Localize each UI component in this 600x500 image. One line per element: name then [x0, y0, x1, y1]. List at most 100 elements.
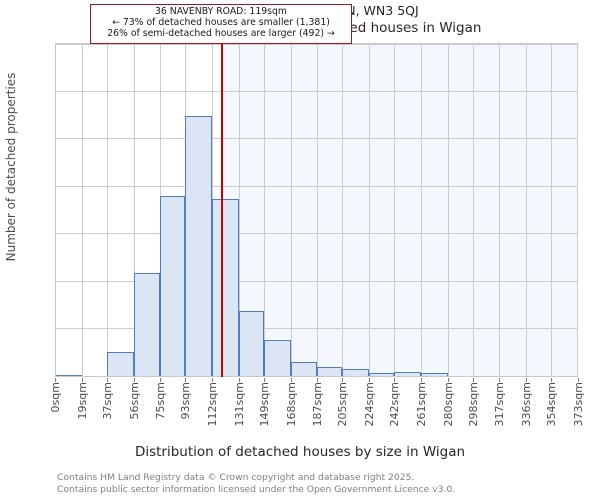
gridline-x-354	[551, 44, 553, 377]
x-tick-mark	[317, 378, 319, 382]
gridline-y-100	[55, 328, 578, 330]
x-tick-label-wrap: 56sqm	[128, 382, 141, 419]
x-tick-label-wrap: 112sqm	[206, 382, 219, 426]
gridline-y-200	[55, 280, 578, 282]
histogram-bar	[160, 195, 186, 377]
x-tick-label-wrap: 373sqm	[572, 382, 585, 426]
histogram-bar	[499, 375, 527, 377]
property-marker-line	[221, 44, 223, 377]
gridline-x-280	[447, 44, 449, 377]
gridline-x-298	[472, 44, 474, 377]
footer-attribution-line-2: Contains public sector information licen…	[57, 484, 456, 495]
x-tick-label-149sqm: 149sqm	[257, 382, 271, 427]
y-axis-label: Number of detached properties	[4, 72, 18, 262]
x-tick-label-wrap: 0sqm	[49, 382, 62, 412]
x-tick-mark	[160, 378, 162, 382]
x-tick-mark	[472, 378, 474, 382]
x-tick-label-wrap: 187sqm	[311, 382, 324, 426]
gridline-x-224	[369, 44, 371, 377]
gridline-x-149	[263, 44, 265, 377]
histogram-bar	[133, 273, 161, 377]
x-tick-label-336sqm: 336sqm	[520, 382, 534, 427]
x-tick-label-187sqm: 187sqm	[311, 382, 325, 427]
x-tick-mark	[133, 378, 135, 382]
x-tick-label-wrap: 317sqm	[493, 382, 506, 426]
x-tick-label-242sqm: 242sqm	[388, 382, 402, 427]
x-tick-label-131sqm: 131sqm	[232, 382, 246, 427]
x-tick-label-373sqm: 373sqm	[572, 382, 585, 427]
x-tick-label-317sqm: 317sqm	[493, 382, 507, 427]
gridline-x-56	[133, 44, 135, 377]
x-tick-label-0sqm: 0sqm	[49, 382, 62, 413]
x-tick-label-168sqm: 168sqm	[284, 382, 298, 427]
x-tick-label-261sqm: 261sqm	[414, 382, 428, 427]
x-tick-mark	[238, 378, 240, 382]
x-tick-label-wrap: 19sqm	[76, 382, 89, 419]
histogram-bar	[106, 352, 134, 377]
x-tick-mark	[526, 378, 528, 382]
x-tick-label-wrap: 168sqm	[285, 382, 298, 426]
x-tick-mark	[212, 378, 214, 382]
x-tick-mark	[420, 378, 422, 382]
gridline-x-19	[81, 44, 83, 377]
histogram-bar	[263, 339, 291, 377]
annotation-line-1: 36 NAVENBY ROAD: 119sqm	[155, 6, 287, 17]
x-tick-label-wrap: 242sqm	[388, 382, 401, 426]
histogram-bar	[238, 311, 264, 377]
gridline-x-261	[420, 44, 422, 377]
x-tick-label-wrap: 93sqm	[179, 382, 192, 419]
x-tick-label-wrap: 224sqm	[363, 382, 376, 426]
x-tick-label-93sqm: 93sqm	[179, 382, 193, 420]
x-tick-mark	[263, 378, 265, 382]
annotation-line-2: ← 73% of detached houses are smaller (1,…	[112, 16, 330, 28]
x-tick-label-wrap: 37sqm	[101, 382, 114, 419]
x-tick-label-37sqm: 37sqm	[100, 382, 114, 420]
gridline-y-500	[55, 138, 578, 140]
gridline-x-242	[394, 44, 396, 377]
x-tick-mark	[106, 378, 108, 382]
histogram-bar	[81, 375, 107, 377]
x-tick-mark	[447, 378, 449, 382]
histogram-bar	[447, 375, 473, 377]
histogram-bar	[369, 373, 395, 377]
gridline-x-37	[106, 44, 108, 377]
gridline-y-300	[55, 233, 578, 235]
histogram-bar	[342, 369, 370, 377]
histogram-bar	[212, 199, 239, 377]
x-tick-label-wrap: 354sqm	[545, 382, 558, 426]
x-tick-mark	[551, 378, 553, 382]
histogram-bar	[551, 375, 578, 377]
gridline-y-600	[55, 90, 578, 92]
x-tick-label-wrap: 75sqm	[154, 382, 167, 419]
plot-shaded-region	[221, 44, 578, 377]
x-tick-label-112sqm: 112sqm	[206, 382, 220, 427]
x-tick-mark	[499, 378, 501, 382]
plot-area	[55, 43, 578, 377]
gridline-x-317	[499, 44, 501, 377]
x-tick-mark	[394, 378, 396, 382]
gridline-x-205	[342, 44, 344, 377]
x-tick-label-wrap: 261sqm	[415, 382, 428, 426]
x-tick-label-wrap: 298sqm	[467, 382, 480, 426]
gridline-x-336	[526, 44, 528, 377]
histogram-bar	[394, 372, 421, 377]
x-tick-label-19sqm: 19sqm	[75, 382, 89, 420]
gridline-x-168	[290, 44, 292, 377]
gridline-x-187	[317, 44, 319, 377]
histogram-bar	[472, 375, 500, 377]
footer-attribution-line-1: Contains HM Land Registry data © Crown c…	[57, 472, 415, 483]
x-tick-mark	[290, 378, 292, 382]
x-tick-label-wrap: 131sqm	[233, 382, 246, 426]
histogram-bar	[420, 373, 448, 377]
histogram-bar	[55, 374, 82, 377]
x-tick-mark	[369, 378, 371, 382]
x-axis-label: Distribution of detached houses by size …	[134, 444, 466, 460]
x-tick-mark	[578, 378, 579, 382]
x-tick-label-75sqm: 75sqm	[154, 382, 168, 420]
histogram-bar	[526, 375, 552, 377]
histogram-bar	[290, 361, 318, 377]
gridline-x-131	[238, 44, 240, 377]
x-tick-mark	[81, 378, 83, 382]
x-tick-label-298sqm: 298sqm	[466, 382, 480, 427]
